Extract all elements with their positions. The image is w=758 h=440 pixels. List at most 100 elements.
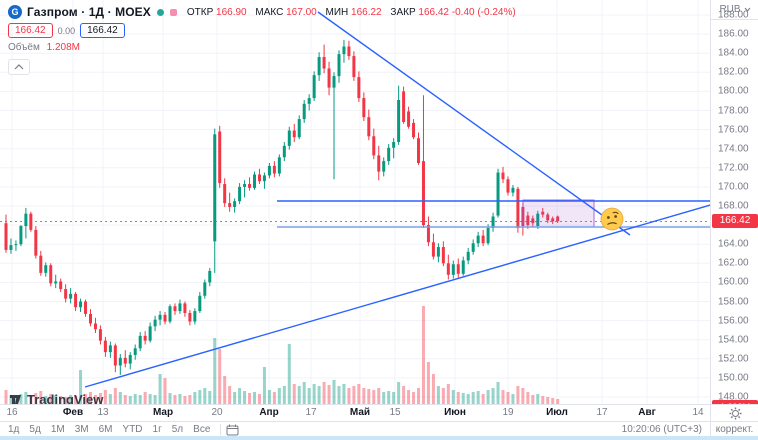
volume-bar bbox=[556, 399, 560, 404]
volume-bar bbox=[108, 394, 112, 404]
candle-body bbox=[367, 117, 371, 137]
price-tick-label: 170.00 bbox=[718, 181, 749, 193]
candle-body bbox=[471, 243, 475, 252]
volume-bar bbox=[541, 396, 545, 404]
volume-bar bbox=[138, 395, 142, 404]
range-button-все[interactable]: Все bbox=[193, 424, 211, 435]
volume-bar bbox=[213, 338, 217, 404]
candle-body bbox=[233, 201, 237, 207]
volume-bar bbox=[103, 390, 107, 404]
price-tick-label: 178.00 bbox=[718, 105, 749, 116]
candle-body bbox=[407, 111, 411, 127]
close-label: ЗАКР bbox=[390, 6, 416, 18]
price-tick-label: 176.00 bbox=[718, 124, 749, 136]
candle-body bbox=[178, 303, 182, 312]
volume-bar bbox=[491, 388, 495, 404]
candle-body bbox=[153, 319, 157, 327]
range-button-ytd[interactable]: YTD bbox=[122, 424, 143, 435]
range-button-6м[interactable]: 6М bbox=[98, 424, 113, 435]
volume-bar bbox=[372, 390, 376, 404]
volume-bar bbox=[446, 384, 450, 404]
volume-bar bbox=[412, 392, 416, 404]
candle-body bbox=[213, 134, 217, 242]
go-to-date-calendar-icon[interactable] bbox=[226, 424, 239, 436]
legend-pink-marker-icon[interactable] bbox=[169, 8, 177, 16]
time-label-day: 17 bbox=[596, 407, 608, 418]
price-axis[interactable]: RUB 188.00 186.00 184.00 182.00 180.00 178.00… bbox=[710, 0, 758, 414]
confused-face-emoji-sticker[interactable] bbox=[600, 207, 624, 231]
candle-body bbox=[426, 225, 430, 243]
candle-body bbox=[198, 295, 202, 312]
currency-dropdown[interactable]: RUB bbox=[711, 0, 758, 20]
range-button-1м[interactable]: 1М bbox=[50, 424, 65, 435]
volume-label: Объём bbox=[8, 42, 40, 53]
descending-trendline[interactable] bbox=[317, 11, 631, 236]
range-button-5д[interactable]: 5д bbox=[29, 424, 41, 435]
candle-body bbox=[74, 293, 78, 308]
open-value: 166.90 bbox=[216, 6, 247, 18]
volume-bar bbox=[322, 382, 326, 404]
volume-bar bbox=[367, 389, 371, 404]
volume-bar bbox=[243, 391, 247, 404]
range-rectangle-drawing[interactable] bbox=[522, 199, 595, 228]
candle-body bbox=[253, 174, 256, 188]
price-tick-label: 162.00 bbox=[718, 257, 749, 269]
candle-body bbox=[491, 216, 495, 228]
range-button-5л[interactable]: 5л bbox=[171, 424, 184, 435]
volume-bar bbox=[317, 386, 321, 404]
range-button-1г[interactable]: 1г bbox=[152, 424, 162, 435]
candle-body bbox=[531, 218, 535, 224]
volume-bar bbox=[113, 388, 117, 404]
candle-body bbox=[397, 99, 401, 143]
close-value: 166.42 bbox=[418, 6, 449, 18]
volume-bar bbox=[98, 393, 102, 404]
range-button-1д[interactable]: 1д bbox=[8, 424, 20, 435]
candle-body bbox=[248, 184, 252, 188]
price-tick-label: 174.00 bbox=[718, 143, 749, 155]
range-button-3м[interactable]: 3М bbox=[74, 424, 89, 435]
volume-bar bbox=[153, 395, 157, 404]
legend-collapse-button[interactable] bbox=[8, 59, 30, 75]
candle-body bbox=[49, 265, 53, 284]
volume-bar bbox=[64, 397, 68, 404]
volume-bar bbox=[402, 386, 406, 404]
price-chart-pane[interactable] bbox=[0, 0, 710, 404]
volume-bar bbox=[69, 395, 73, 404]
buy-price-button[interactable]: 166.42 bbox=[80, 23, 125, 38]
axis-settings-corner[interactable] bbox=[710, 404, 758, 422]
volume-bar bbox=[531, 395, 535, 404]
volume-bar bbox=[223, 376, 227, 404]
volume-bar bbox=[526, 392, 530, 404]
candle-body bbox=[223, 184, 227, 204]
legend-teal-dot-icon[interactable] bbox=[156, 8, 164, 16]
candle-body bbox=[392, 142, 396, 148]
candle-body bbox=[466, 251, 470, 261]
candle-body bbox=[337, 54, 341, 77]
candle-body bbox=[312, 75, 316, 99]
candle-body bbox=[238, 186, 242, 202]
volume-bar bbox=[362, 388, 366, 404]
candle-body bbox=[436, 247, 440, 257]
candle-body bbox=[93, 323, 97, 330]
bottom-toolbar: 1д 5д 1М 3М 6М YTD 1г 5л Все 10:20:06 (UTC+3) ко… bbox=[0, 421, 758, 437]
high-label: МАКС bbox=[255, 6, 284, 18]
sell-price-button[interactable]: 166.42 bbox=[8, 23, 53, 38]
volume-bar bbox=[143, 392, 147, 404]
time-axis[interactable]: 16 Фев 13 Мар 20 Апр 17 Май 15 Июн 19 Июл 17 Авг 14 bbox=[0, 404, 710, 422]
tradingview-logo[interactable]: TradingView bbox=[9, 392, 103, 407]
candle-body bbox=[476, 235, 480, 244]
candle-body bbox=[128, 354, 132, 364]
volume-bar bbox=[59, 396, 63, 404]
price-tick-label: 172.00 bbox=[718, 162, 749, 174]
candle-body bbox=[451, 264, 455, 275]
time-label-month: Апр bbox=[259, 407, 279, 418]
volume-bar bbox=[54, 395, 58, 404]
volume-bar bbox=[257, 394, 261, 404]
volume-bar bbox=[451, 390, 455, 404]
volume-bar bbox=[208, 391, 212, 404]
session-clock[interactable]: 10:20:06 (UTC+3) bbox=[621, 424, 702, 435]
ascending-trendline[interactable] bbox=[84, 199, 710, 388]
adjust-data-toggle[interactable]: коррект. bbox=[710, 422, 758, 437]
change-value: -0.40 (-0.24%) bbox=[451, 6, 516, 18]
symbol-title[interactable]: Газпром · 1Д · MOEX bbox=[27, 5, 151, 19]
